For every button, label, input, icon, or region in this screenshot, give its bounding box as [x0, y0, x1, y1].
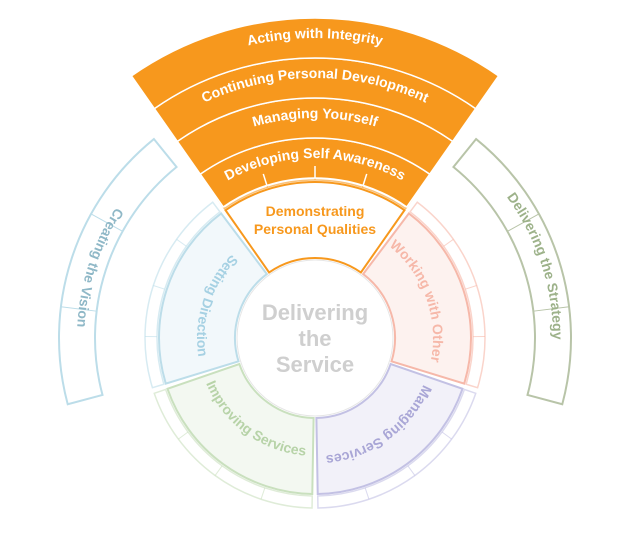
outer-arc-label-setting-direction: Creating the Vision — [74, 206, 127, 328]
leadership-wheel-diagram: DemonstratingPersonal QualitiesDevelopin… — [0, 0, 630, 556]
wheel-svg: DemonstratingPersonal QualitiesDevelopin… — [0, 0, 630, 556]
